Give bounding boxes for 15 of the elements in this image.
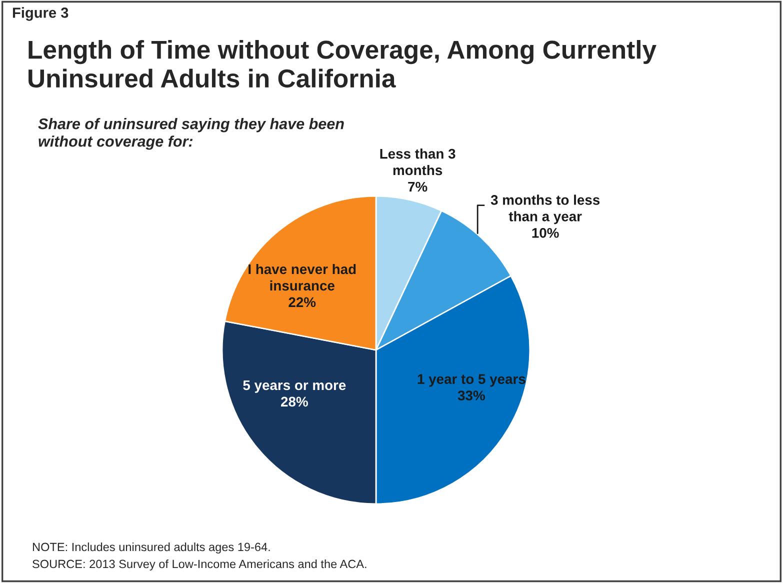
data-label: 22%: [288, 297, 316, 308]
data-label: 10%: [532, 228, 559, 238]
slice-label: 1 year to 5 years: [418, 374, 526, 387]
slice-label: 3 months to less than a year: [490, 194, 600, 224]
slice-label: Less than 3 months: [380, 148, 456, 176]
data-label: 28%: [281, 396, 308, 407]
chart-subtitle: Share of uninsured saying they have been without coverage for:: [38, 118, 344, 150]
source-note: SOURCE: 2013 Survey of Low-Income Americans and the ACA.: [32, 559, 366, 571]
text: NOTE: Includes uninsured adults ages 19-64.: [32, 542, 270, 554]
slice-label: 5 years or more: [243, 380, 346, 393]
slice-label: I have never had insurance: [248, 264, 356, 291]
data-label: 7%: [408, 182, 428, 192]
caption: Figure 3: [12, 7, 68, 21]
chart-title: Length of Time without Coverage, Among Currently Uninsured Adults in California: [28, 40, 656, 88]
data-label: 33%: [458, 390, 485, 400]
